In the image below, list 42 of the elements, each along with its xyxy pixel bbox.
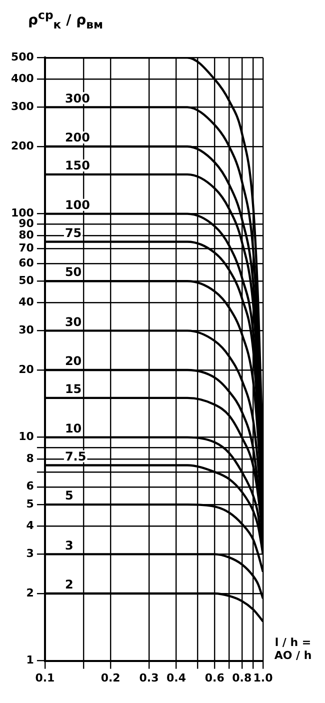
- y-tick-label: 300: [10, 100, 34, 114]
- series-label: 5: [64, 488, 74, 503]
- x-tick-label: 0.2: [100, 671, 120, 684]
- series-label: 2: [64, 578, 74, 592]
- y-tick-label: 50: [18, 274, 34, 287]
- y-tick-label: 3: [26, 547, 34, 560]
- y-tick-label: 8: [26, 452, 34, 465]
- series-label: 300: [64, 91, 90, 106]
- series-label: 75: [64, 226, 82, 240]
- x-tick-label: 0.8: [232, 671, 252, 684]
- series-label: 10: [64, 421, 82, 436]
- y-tick-label: 4: [26, 519, 34, 532]
- series-label: 150: [64, 158, 90, 173]
- y-tick-label: 200: [10, 139, 34, 152]
- y-tick-label: 1: [26, 654, 34, 667]
- series-label: 3: [64, 538, 74, 552]
- series-label: 100: [64, 198, 90, 212]
- y-tick-label: 80: [18, 228, 34, 242]
- series-label: 20: [64, 354, 82, 368]
- x-tick-label: 0.1: [35, 671, 55, 684]
- series-label: 200: [64, 130, 90, 145]
- series-label: 15: [64, 382, 82, 396]
- y-tick-label: 6: [26, 480, 34, 493]
- y-tick-label: 60: [18, 256, 34, 270]
- y-tick-label: 5: [26, 497, 34, 510]
- series-label: 30: [64, 314, 82, 329]
- y-tick-label: 30: [18, 324, 34, 337]
- series-label: 7.5: [64, 449, 86, 464]
- series-label: 50: [64, 265, 82, 280]
- y-tick-label: 400: [10, 72, 34, 86]
- y-tick-label: 2: [26, 586, 34, 600]
- y-tick-label: 10: [18, 430, 34, 444]
- y-tick-label: 20: [18, 362, 34, 376]
- x-tick-label: 0.4: [166, 671, 186, 684]
- y-tick-label: 40: [18, 296, 34, 309]
- y-tick-label: 500: [10, 50, 34, 64]
- x-tick-label: 0.6: [204, 671, 225, 684]
- y-tick-label: 70: [18, 241, 34, 254]
- x-tick-label: 0.3: [139, 671, 159, 684]
- x-tick-label: 1.0: [253, 671, 274, 684]
- y-axis-title: ρ$^{ср}$$_{к}$ / ρ$_{вм}$: [27, 8, 104, 34]
- x-axis-title: l / h = AO / h: [273, 636, 313, 662]
